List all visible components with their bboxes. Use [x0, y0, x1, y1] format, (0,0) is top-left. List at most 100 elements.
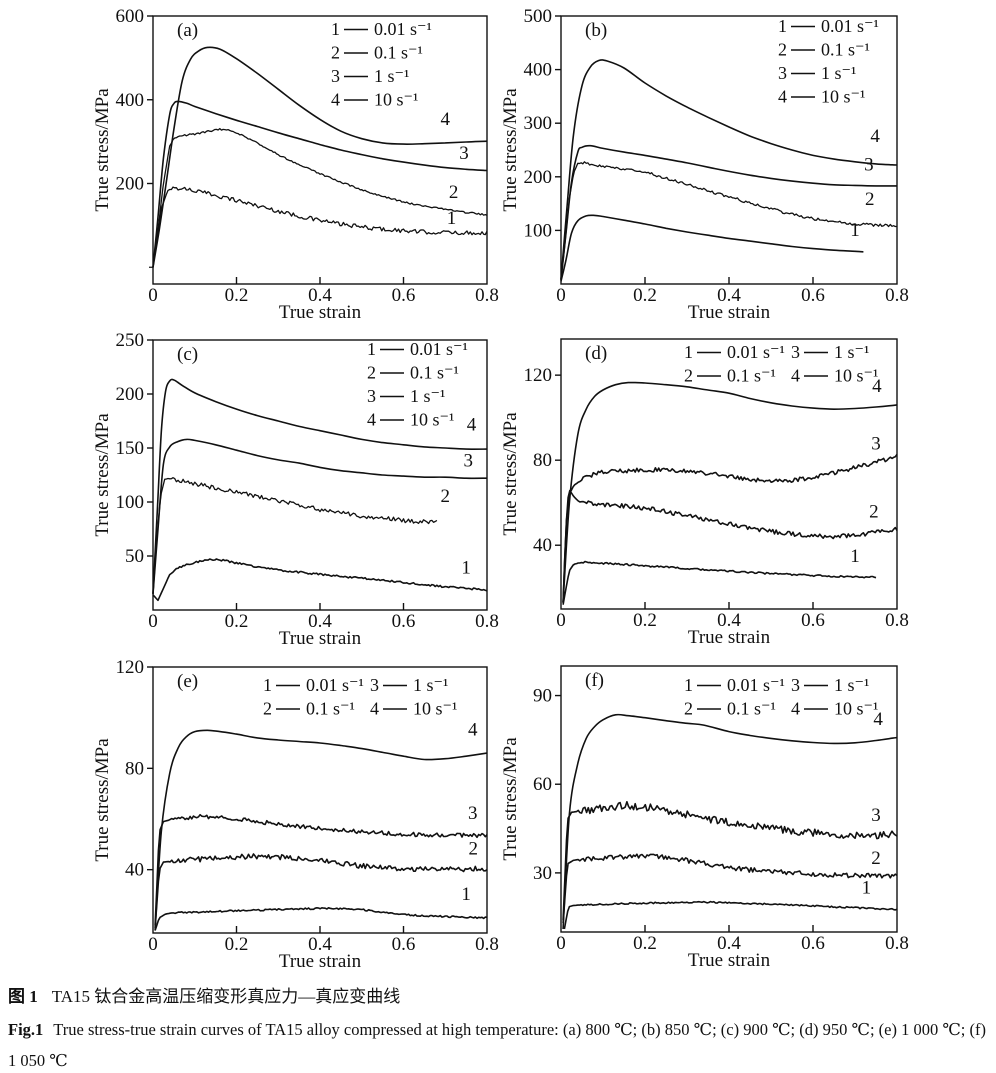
legend-num: 2 [263, 699, 272, 719]
y-tick-label: 40 [125, 860, 144, 881]
curve-label-3: 3 [459, 143, 469, 164]
caption-en-label: Fig.1 [8, 1020, 44, 1039]
legend-label: 0.1 s⁻¹ [727, 699, 776, 719]
caption-cn-label: 图 1 [8, 987, 38, 1006]
legend-num: 4 [791, 366, 800, 386]
legend-num: 1 [684, 342, 693, 362]
x-axis-title: True strain [688, 950, 771, 971]
x-axis-title: True strain [688, 302, 771, 323]
curve-1 [154, 907, 488, 931]
figure-caption: 图 1 TA15 钛合金高温压缩变形真应力—真应变曲线 Fig.1 True str… [0, 976, 996, 1073]
y-axis-title: True stress/MPa [92, 88, 113, 212]
legend-label: 0.01 s⁻¹ [727, 675, 785, 695]
y-tick-label: 100 [524, 220, 553, 241]
legend-num: 3 [791, 675, 800, 695]
x-tick-label: 0 [556, 285, 566, 306]
curve-3 [562, 801, 898, 921]
legend: 1 0.01 s⁻¹ 2 0.1 s⁻¹ 3 1 s⁻¹ 4 10 s⁻¹ [331, 19, 432, 110]
legend: 1 0.01 s⁻¹ 2 0.1 s⁻¹ 3 1 s⁻¹ 4 10 s⁻¹ [684, 675, 878, 719]
legend-label: 1 s⁻¹ [821, 63, 856, 83]
legend: 1 0.01 s⁻¹ 2 0.1 s⁻¹ 3 1 s⁻¹ 4 10 s⁻¹ [367, 339, 468, 430]
y-axis-title: True stress/MPa [500, 737, 521, 861]
y-axis: 100 200 300 400 500 [524, 6, 561, 241]
x-tick-label: 0.6 [801, 285, 825, 306]
y-axis-title: True stress/MPa [500, 88, 521, 212]
x-tick-label: 0.4 [308, 934, 332, 955]
curve-4 [154, 729, 488, 931]
x-tick-label: 0.8 [885, 933, 909, 954]
legend-num: 3 [370, 675, 379, 695]
legend-label: 10 s⁻¹ [834, 366, 878, 386]
charts-grid: 0 0.2 0.4 0.6 0.8 True strain 200 400 600 True st… [92, 6, 909, 972]
legend-label: 0.1 s⁻¹ [374, 43, 423, 63]
legend-num: 4 [778, 87, 787, 107]
y-axis-title: True stress/MPa [92, 738, 113, 862]
legend-num: 3 [331, 66, 340, 86]
legend-label: 10 s⁻¹ [413, 699, 457, 719]
legend: 1 0.01 s⁻¹ 2 0.1 s⁻¹ 3 1 s⁻¹ 4 10 s⁻¹ [684, 342, 878, 386]
x-tick-label: 0.6 [392, 285, 416, 306]
panel-label: (c) [177, 344, 198, 365]
legend-label: 1 s⁻¹ [834, 342, 869, 362]
y-tick-label: 80 [533, 450, 552, 471]
x-tick-label: 0 [148, 611, 158, 632]
curve-label-4: 4 [467, 415, 477, 436]
legend: 1 0.01 s⁻¹ 2 0.1 s⁻¹ 3 1 s⁻¹ 4 10 s⁻¹ [778, 16, 879, 107]
y-tick-label: 300 [524, 113, 553, 134]
legend-num: 2 [778, 40, 787, 60]
legend-num: 4 [367, 410, 376, 430]
curve-label-1: 1 [862, 878, 872, 899]
legend-num: 2 [684, 366, 693, 386]
legend-label: 0.1 s⁻¹ [727, 366, 776, 386]
legend-num: 2 [367, 363, 376, 383]
curve-1 [562, 560, 877, 605]
x-tick-label: 0.8 [475, 611, 499, 632]
x-tick-label: 0.4 [308, 285, 332, 306]
curve-4 [562, 713, 898, 930]
y-tick-label: 200 [524, 167, 553, 188]
legend-num: 1 [331, 19, 340, 39]
curve-label-1: 1 [447, 208, 457, 229]
curve-2 [154, 853, 488, 928]
legend-label: 0.1 s⁻¹ [410, 363, 459, 383]
x-axis: 0 0.2 0.4 0.6 0.8 True strain [556, 602, 909, 648]
legend-num: 3 [791, 342, 800, 362]
x-tick-label: 0.8 [475, 934, 499, 955]
x-axis-title: True strain [279, 302, 362, 323]
x-axis-title: True strain [279, 628, 362, 649]
chart-panel-e: 0 0.2 0.4 0.6 0.8 True strain 40 80 120 True stre… [92, 657, 499, 972]
x-tick-label: 0.8 [885, 285, 909, 306]
x-tick-label: 0.4 [308, 611, 332, 632]
legend-num: 4 [331, 90, 340, 110]
y-axis: 50 100 150 200 250 [116, 330, 153, 567]
legend-num: 1 [778, 16, 787, 36]
curve-2 [152, 477, 438, 594]
x-tick-label: 0.6 [801, 610, 825, 631]
curve-label-1: 1 [850, 546, 860, 567]
legend-num: 3 [778, 63, 787, 83]
legend-num: 4 [791, 699, 800, 719]
y-tick-label: 60 [533, 774, 552, 795]
curve-1 [563, 900, 898, 930]
caption-english: Fig.1 True stress-true strain curves of T… [8, 1014, 986, 1073]
legend-label: 10 s⁻¹ [834, 699, 878, 719]
x-tick-label: 0 [556, 933, 566, 954]
y-tick-label: 250 [116, 330, 145, 351]
curve-3 [562, 453, 898, 603]
panel-label: (d) [585, 343, 607, 364]
curve-label-2: 2 [865, 189, 875, 210]
curve-label-1: 1 [461, 884, 471, 905]
y-axis-title: True stress/MPa [92, 413, 113, 537]
y-tick-label: 40 [533, 535, 552, 556]
curve-2 [562, 489, 898, 603]
y-tick-label: 100 [116, 492, 145, 513]
curve-label-1: 1 [850, 220, 860, 241]
panel-label: (b) [585, 20, 607, 41]
x-tick-label: 0 [556, 610, 566, 631]
x-axis: 0 0.2 0.4 0.6 0.8 True strain [148, 926, 499, 972]
x-tick-label: 0.4 [717, 610, 741, 631]
x-tick-label: 0.2 [633, 610, 657, 631]
legend-label: 10 s⁻¹ [374, 90, 418, 110]
x-axis: 0 0.2 0.4 0.6 0.8 True strain [556, 925, 909, 971]
chart-panel-d: 0 0.2 0.4 0.6 0.8 True strain 40 80 120 True stre… [500, 338, 909, 648]
